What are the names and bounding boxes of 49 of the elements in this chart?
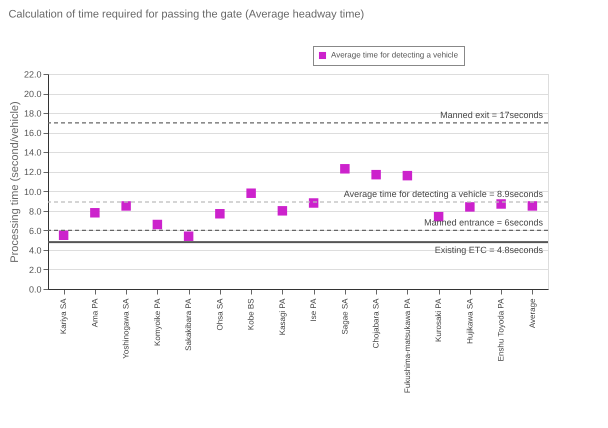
point — [121, 201, 131, 211]
ref-line-label: Average time for detecting a vehicle = 8.9seconds — [344, 189, 544, 200]
y-tick-label: 18.0 — [24, 108, 42, 119]
ref-line-label: Manned entrance = 6seconds — [424, 217, 544, 228]
y-tick-label: 12.0 — [24, 167, 42, 178]
y-tick-label: 14.0 — [24, 148, 42, 158]
x-tick-label: Average — [528, 298, 537, 328]
x-tick-label: Ohsa SA — [215, 298, 224, 331]
y-tick-label: 0.0 — [28, 284, 42, 294]
x-tick-label: Yoshinogawa SA — [122, 298, 131, 359]
point — [278, 206, 288, 216]
y-axis-title: Processing time (second/vehicle) — [8, 101, 21, 263]
x-tick-label: Sagae SA — [340, 298, 350, 335]
x-tick-label: Kasagi PA — [278, 298, 287, 336]
y-tick-label: 22.0 — [24, 70, 42, 80]
point — [340, 164, 350, 174]
point — [58, 230, 68, 240]
point — [152, 220, 162, 230]
chart-title: Calculation of time required for passing the gate (Average headway time) — [8, 8, 364, 20]
x-tick-label: Enshu Toyoda PA — [496, 298, 506, 362]
y-tick-label: 20.0 — [24, 89, 42, 100]
x-tick-label: Sakakibara PA — [184, 298, 194, 351]
x-tick-label: Ise PA — [309, 298, 318, 322]
point — [215, 209, 225, 218]
ref-line-label: Manned exit = 17seconds — [440, 110, 544, 120]
y-tick-label: 16.0 — [24, 128, 42, 138]
point — [402, 170, 412, 180]
legend-label: Average time for detecting a vehicle — [331, 50, 459, 60]
y-tick-label: 2.0 — [28, 264, 42, 275]
point — [528, 201, 538, 211]
y-tick-label: 4.0 — [28, 245, 42, 256]
point — [246, 188, 256, 198]
point — [496, 199, 506, 209]
x-tick-label: Kurosaki PA — [434, 298, 444, 342]
point — [465, 202, 475, 212]
x-tick-label: Fukushima-matsukawa PA — [402, 298, 412, 394]
x-tick-label: Komyoike PA — [152, 298, 162, 346]
y-tick-label: 10.0 — [24, 186, 42, 197]
x-tick-label: Kobe BS — [246, 298, 256, 330]
point — [90, 208, 100, 218]
point — [184, 231, 194, 241]
x-tick-label: Chojabara SA — [372, 298, 381, 348]
y-tick-label: 6.0 — [28, 226, 42, 236]
x-tick-label: Kariya SA — [59, 298, 68, 334]
y-tick-label: 8.0 — [28, 206, 42, 216]
point — [371, 170, 381, 180]
x-tick-label: Hujikawa SA — [465, 298, 474, 344]
ref-line-label: Existing ETC = 4.8seconds — [434, 245, 544, 256]
x-tick-label: Ama PA — [90, 298, 100, 328]
